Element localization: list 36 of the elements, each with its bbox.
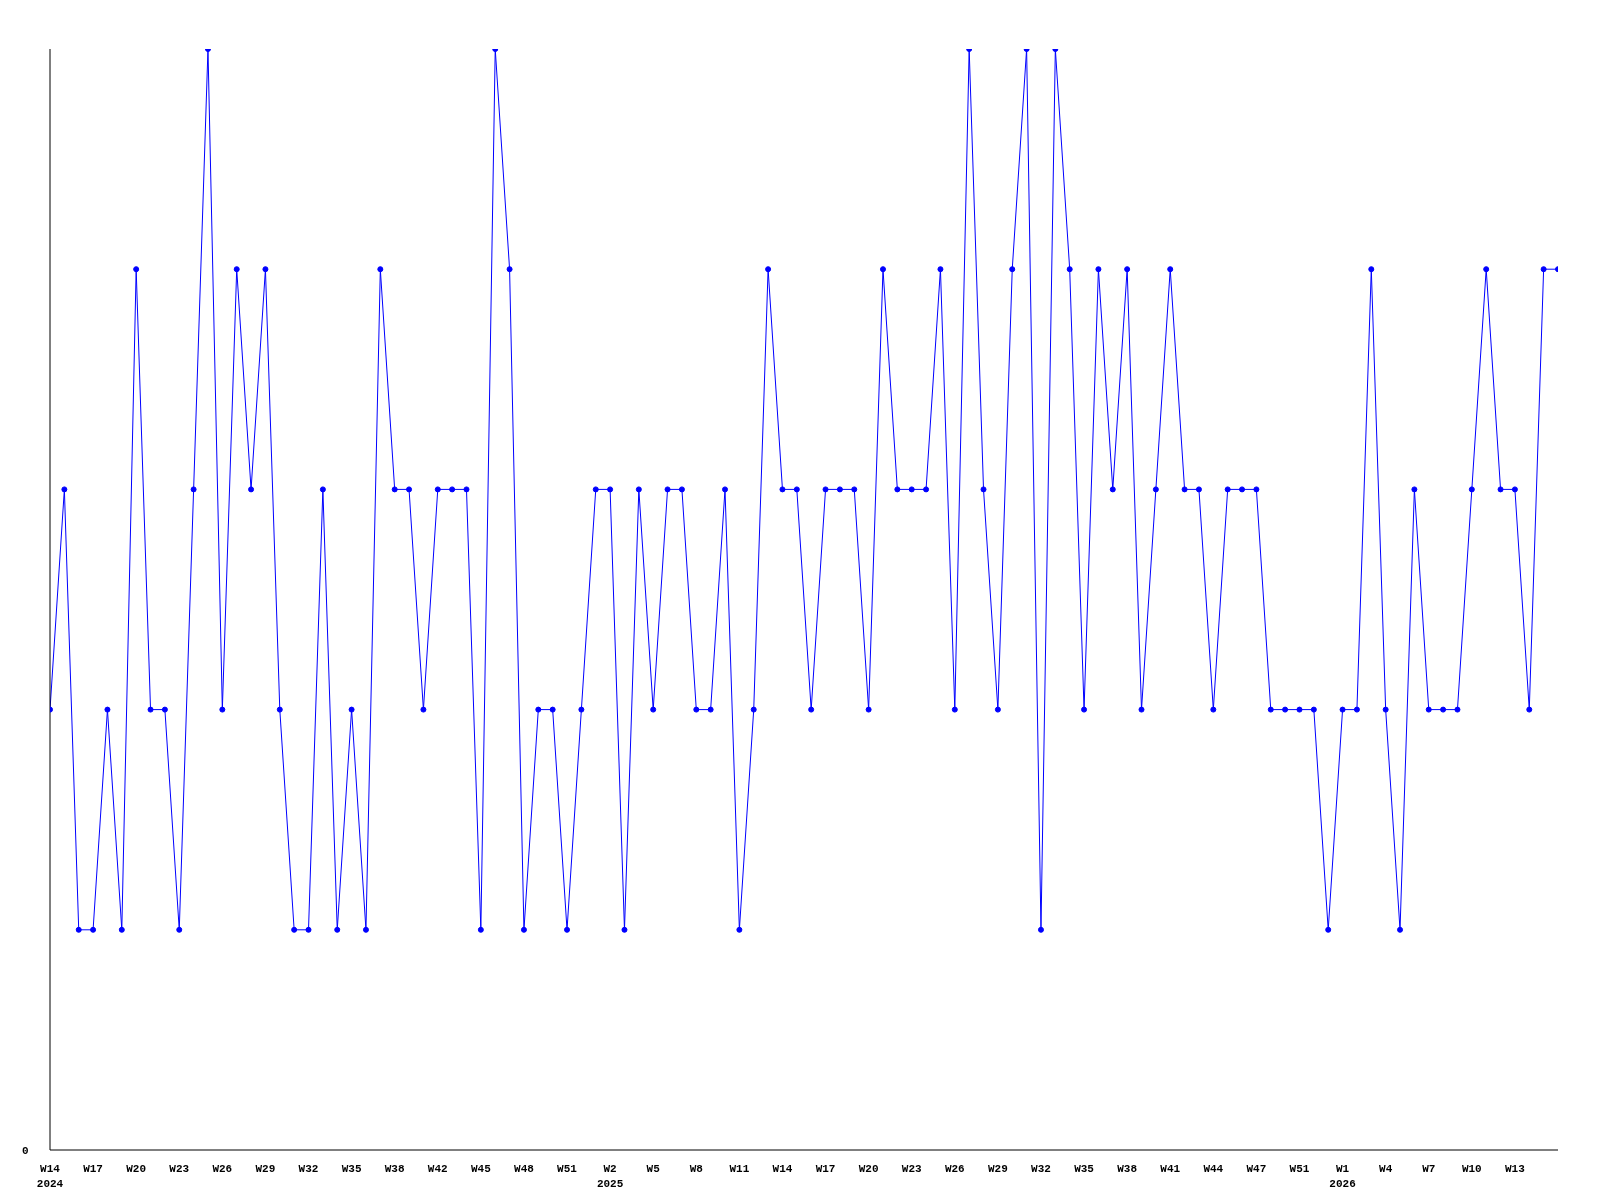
x-tick-label: W17 (815, 1163, 836, 1175)
x-tick-label: W51 (557, 1163, 578, 1175)
x-tick-label: W26 (212, 1163, 233, 1175)
x-tick-label: W4 (1379, 1163, 1393, 1175)
x-tick-label: W14 2024 (36, 1163, 64, 1190)
x-tick-label: W32 (298, 1163, 319, 1175)
x-tick-label: W20 (858, 1163, 879, 1175)
x-tick-label: W42 (427, 1163, 448, 1175)
x-tick-label: W32 (1031, 1163, 1051, 1175)
x-tick-label: W38 (384, 1163, 405, 1175)
x-tick-label: W35 (1074, 1163, 1095, 1175)
x-tick-label: W7 (1422, 1163, 1436, 1175)
x-tick-label: W29 (255, 1163, 276, 1175)
x-tick-label: W35 (341, 1163, 362, 1175)
x-tick-label: W47 (1246, 1163, 1267, 1175)
x-tick-label: W17 (83, 1163, 103, 1175)
x-tick-label: W41 (1160, 1163, 1181, 1175)
x-tick-label: W29 (987, 1163, 1008, 1175)
x-tick-label: W11 (729, 1163, 750, 1175)
x-tick-label: W23 (169, 1163, 190, 1175)
x-tick-label: W2 2025 (596, 1163, 624, 1190)
x-tick-label: W26 (944, 1163, 965, 1175)
x-tick-label: W44 (1203, 1163, 1224, 1175)
x-tick-label: W5 (646, 1163, 661, 1175)
x-tick-label: W38 (1117, 1163, 1138, 1175)
x-tick-label: W8 (689, 1163, 704, 1175)
x-tick-label: W23 (901, 1163, 923, 1175)
x-tick-label: W51 (1289, 1163, 1310, 1175)
x-tick-label: W20 (126, 1163, 147, 1175)
x-tick-label: W14 (772, 1163, 793, 1175)
x-tick-label: W13 (1505, 1163, 1526, 1175)
x-tick-label: W1 2026 (1329, 1163, 1356, 1190)
x-tick-label: W10 (1461, 1163, 1482, 1175)
text: 0 (22, 1145, 29, 1157)
x-tick-label: W45 (470, 1163, 492, 1175)
x-tick-label: W48 (514, 1163, 535, 1175)
